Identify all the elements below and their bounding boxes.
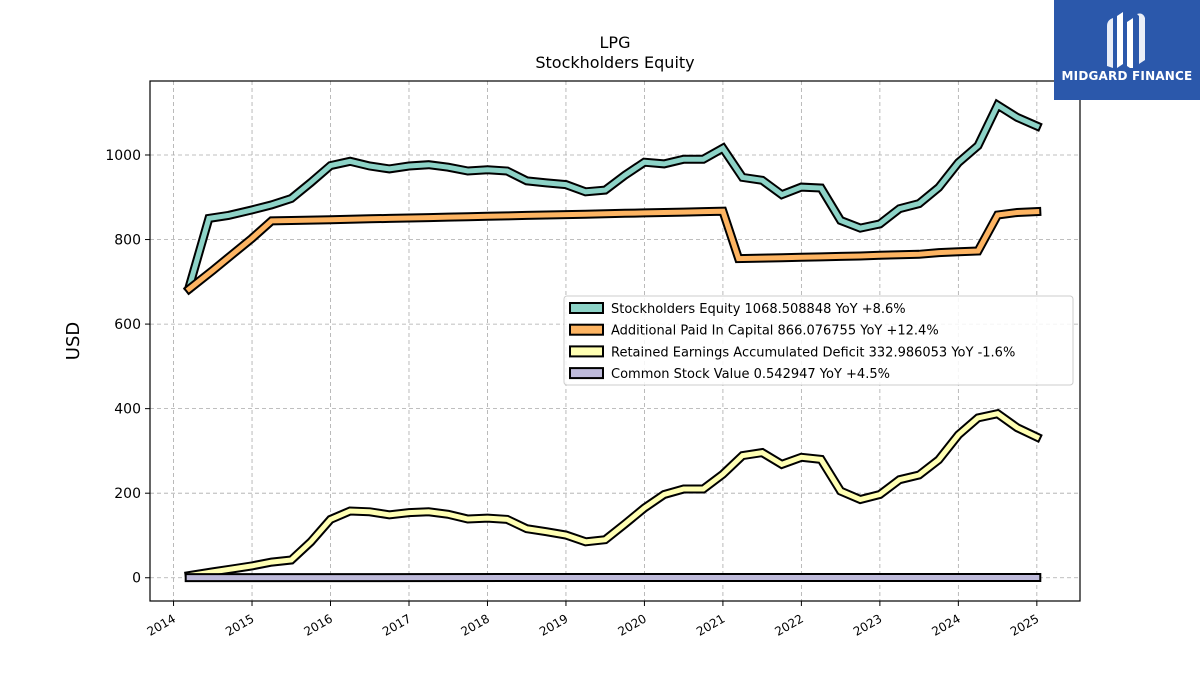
chart-subtitle: Stockholders Equity: [535, 53, 694, 72]
legend-swatch-3: [569, 367, 604, 380]
x-tick-label: 2017: [380, 611, 413, 638]
chart-title: LPG: [600, 33, 631, 52]
series-outline-1: [182, 206, 1042, 296]
y-tick-label: 200: [114, 486, 141, 502]
x-tick-label: 2025: [1008, 611, 1041, 638]
x-tick-label: 2020: [615, 611, 648, 638]
series-line-1: [185, 208, 1040, 293]
legend-label-1: Additional Paid In Capital 866.076755 Yo…: [611, 324, 939, 339]
legend-swatch-0: [569, 302, 604, 314]
y-axis-label: USD: [63, 322, 84, 360]
x-tick-label: 2016: [302, 611, 335, 638]
x-tick-label: 2022: [772, 611, 805, 638]
series-line-0: [186, 101, 1041, 290]
x-tick-label: 2024: [929, 611, 962, 638]
logo-mark-icon: [1107, 12, 1145, 68]
x-tick-label: 2018: [459, 611, 492, 638]
legend-swatch-2: [569, 345, 604, 358]
x-tick-label: 2023: [851, 611, 884, 638]
legend-label-0: Stockholders Equity 1068.508848 YoY +8.6…: [611, 302, 906, 317]
x-tick-label: 2021: [694, 611, 727, 638]
x-tick-label: 2015: [223, 611, 256, 638]
brand-logo: MIDGARD FINANCE: [1054, 0, 1200, 100]
legend-label-3: Common Stock Value 0.542947 YoY +4.5%: [611, 367, 890, 382]
series-outline-0: [183, 98, 1043, 293]
y-tick-label: 600: [114, 317, 141, 333]
y-tick-label: 800: [114, 233, 141, 249]
legend-box: [563, 295, 1074, 386]
x-tick-label: 2014: [145, 611, 178, 638]
series-line-2: [186, 411, 1041, 579]
legend-label-2: Retained Earnings Accumulated Deficit 33…: [611, 345, 1015, 360]
brand-name: MIDGARD FINANCE: [1061, 69, 1193, 83]
y-tick-label: 400: [114, 402, 141, 418]
y-tick-label: 1000: [105, 148, 141, 164]
series-outline-2: [184, 408, 1043, 581]
plot-frame: [149, 80, 1081, 602]
x-tick-label: 2019: [537, 611, 570, 638]
legend-swatch-1: [569, 323, 604, 336]
y-tick-label: 0: [132, 571, 141, 587]
